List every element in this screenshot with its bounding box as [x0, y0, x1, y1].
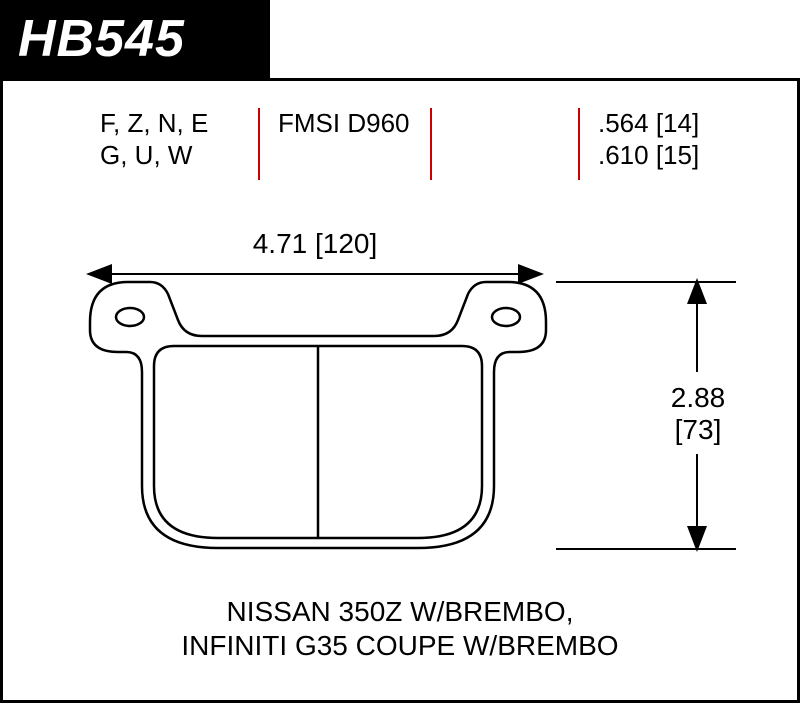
width-dimension-text: 4.71 [120] [195, 228, 435, 260]
height-arrow-line-top [696, 302, 698, 372]
height-dimension-line2: [73] [648, 414, 748, 446]
red-separator-1 [258, 108, 260, 180]
height-ext-bottom [556, 548, 736, 550]
height-dimension-line1: 2.88 [648, 382, 748, 414]
compounds-line1: F, Z, N, E [100, 108, 208, 139]
red-separator-2 [430, 108, 432, 180]
height-arrow-line-bottom [696, 454, 698, 528]
part-number-text: HB545 [18, 9, 185, 69]
red-separator-3 [578, 108, 580, 180]
brake-pad-outline [78, 280, 558, 552]
application-line2: INFINITI G35 COUPE W/BREMBO [100, 630, 700, 662]
height-ext-top [556, 281, 736, 283]
thickness-1: .564 [14] [598, 108, 699, 139]
width-arrow-line [110, 273, 520, 275]
part-number-header: HB545 [0, 0, 270, 78]
application-line1: NISSAN 350Z W/BREMBO, [100, 596, 700, 628]
compounds-line2: G, U, W [100, 140, 192, 171]
thickness-2: .610 [15] [598, 140, 699, 171]
fmsi-label: FMSI D960 [278, 108, 410, 139]
